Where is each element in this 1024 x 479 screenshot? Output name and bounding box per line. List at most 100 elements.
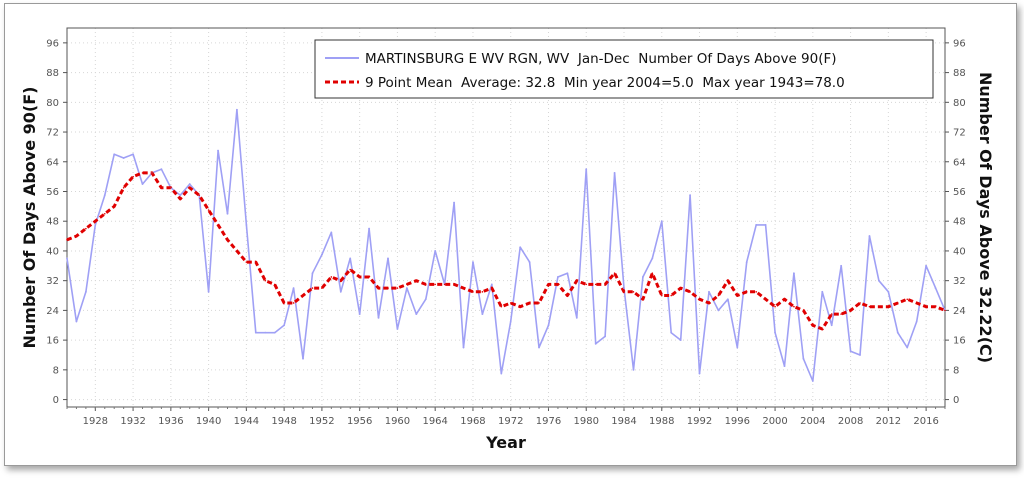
- data-point-mean: [859, 302, 861, 304]
- data-point-mean: [736, 294, 739, 297]
- data-point-mean: [339, 279, 342, 282]
- y-tick-label-left: 56: [46, 187, 59, 198]
- data-point-mean: [547, 283, 550, 286]
- data-point-mean: [85, 227, 87, 230]
- data-point-mean: [453, 283, 455, 286]
- data-point-raw: [821, 290, 824, 293]
- data-point-raw: [604, 335, 607, 338]
- data-point-mean: [745, 291, 748, 293]
- y-tick-label-left: 72: [46, 128, 59, 139]
- data-point-mean: [311, 287, 314, 289]
- data-point-raw: [358, 313, 361, 316]
- x-tick-label: 2008: [838, 416, 863, 427]
- data-point-raw: [774, 331, 776, 334]
- x-tick-label: 1936: [158, 416, 183, 427]
- y-tick-label-right: 56: [953, 187, 966, 198]
- data-point-mean: [849, 309, 852, 312]
- data-point-raw: [254, 331, 257, 334]
- data-point-raw: [302, 357, 304, 360]
- y-tick-label-right: 72: [953, 128, 966, 139]
- data-point-mean: [613, 272, 616, 275]
- data-point-raw: [396, 328, 399, 330]
- y-tick-label-right: 16: [953, 336, 966, 347]
- data-point-raw: [292, 287, 295, 289]
- data-point-mean: [708, 302, 710, 304]
- data-point-mean: [368, 276, 370, 278]
- data-point-mean: [122, 186, 125, 189]
- y-tick-label-right: 0: [953, 395, 959, 406]
- data-point-mean: [821, 328, 824, 330]
- data-point-raw: [915, 320, 918, 323]
- data-point-raw: [651, 257, 654, 260]
- data-point-raw: [670, 331, 673, 334]
- data-point-mean: [132, 175, 134, 178]
- data-point-mean: [925, 305, 927, 308]
- data-point-mean: [396, 287, 399, 289]
- data-point-raw: [236, 108, 238, 111]
- data-point-mean: [245, 261, 248, 263]
- data-point-raw: [755, 224, 758, 226]
- x-tick-label: 1944: [234, 416, 259, 427]
- x-tick-label: 1952: [309, 416, 334, 427]
- series-line-days-above-90f: [66, 108, 946, 382]
- y-tick-label-left: 96: [46, 38, 59, 49]
- data-point-raw: [802, 357, 805, 360]
- data-point-mean: [387, 287, 389, 289]
- data-point-mean: [94, 220, 97, 223]
- data-point-mean: [660, 294, 663, 297]
- data-point-raw: [377, 316, 380, 319]
- y-tick-label-right: 32: [953, 276, 966, 287]
- data-point-mean: [236, 250, 238, 252]
- y-tick-label-right: 80: [953, 98, 966, 109]
- data-point-mean: [217, 224, 219, 226]
- x-tick-label: 1992: [687, 416, 712, 427]
- data-point-mean: [462, 287, 465, 289]
- data-point-raw: [849, 350, 852, 353]
- data-point-raw: [585, 168, 588, 171]
- data-point-mean: [500, 305, 503, 308]
- data-point-raw: [368, 227, 371, 230]
- y-tick-label-left: 88: [46, 68, 59, 79]
- data-point-mean: [538, 302, 540, 304]
- y-tick-label-left: 80: [46, 98, 59, 109]
- y-tick-label-right: 24: [953, 306, 966, 317]
- x-axis-title: Year: [485, 433, 526, 452]
- data-point-raw: [632, 368, 635, 371]
- y-tick-label-right: 48: [953, 217, 966, 228]
- y-tick-label-right: 96: [953, 38, 966, 49]
- x-tick-label: 2012: [876, 416, 901, 427]
- data-point-mean: [689, 291, 691, 293]
- y-tick-label-left: 0: [53, 395, 59, 406]
- data-point-mean: [75, 235, 78, 237]
- data-point-raw: [490, 283, 493, 286]
- data-point-mean: [472, 291, 474, 293]
- data-point-mean: [283, 302, 285, 304]
- data-point-raw: [273, 331, 276, 334]
- data-point-mean: [264, 279, 267, 282]
- data-point-mean: [651, 272, 654, 275]
- data-point-mean: [519, 305, 521, 308]
- data-point-mean: [594, 283, 597, 286]
- data-point-mean: [302, 294, 304, 297]
- data-point-raw: [217, 149, 219, 152]
- legend: MARTINSBURG E WV RGN, WV Jan-Dec Number …: [314, 39, 934, 99]
- x-tick-label: 2004: [800, 416, 825, 427]
- data-point-mean: [576, 279, 578, 282]
- data-point-raw: [519, 246, 522, 249]
- data-point-mean: [160, 186, 163, 189]
- data-point-mean: [188, 186, 191, 189]
- data-point-raw: [509, 320, 512, 323]
- data-point-raw: [887, 290, 890, 293]
- data-point-mean: [906, 298, 909, 301]
- data-point-raw: [160, 168, 163, 171]
- data-point-raw: [75, 320, 78, 323]
- data-point-raw: [405, 287, 408, 289]
- data-point-raw: [906, 346, 909, 349]
- data-point-mean: [878, 305, 880, 308]
- y-axis-title-right: Number Of Days Above 32.22(C): [976, 72, 995, 363]
- data-point-raw: [745, 261, 748, 263]
- data-point-raw: [339, 290, 342, 293]
- data-point-raw: [830, 324, 833, 327]
- data-point-mean: [915, 302, 918, 304]
- data-point-raw: [613, 172, 616, 174]
